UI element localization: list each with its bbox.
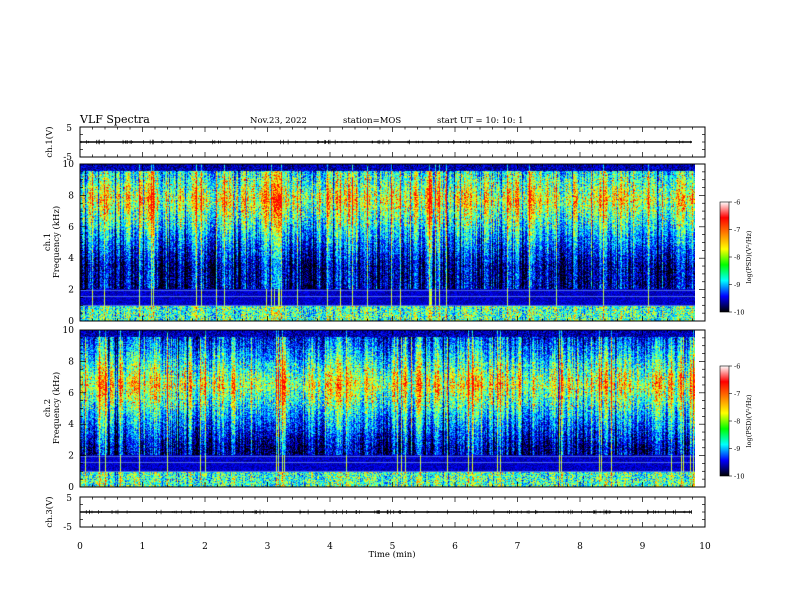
ch2-spectrogram-ylabel-freq: Frequency (kHz) — [51, 372, 62, 444]
colorbar-tick-label: -10 — [734, 309, 744, 317]
ch2-spectrogram-ylabel-channel: ch.2 — [43, 399, 53, 417]
x-tick-label: 2 — [202, 542, 208, 552]
ch1-spectrogram-ylabel-freq: Frequency (kHz) — [51, 206, 62, 278]
colorbar-tick-label: -6 — [734, 199, 740, 207]
ch1-spectrogram-ylabel-channel: ch.1 — [43, 233, 53, 251]
ch2-spectrogram-heatmap — [80, 330, 695, 487]
y-tick-label: 6 — [68, 389, 74, 399]
colorbar-gradient — [719, 201, 730, 313]
x-tick-label: 4 — [327, 542, 333, 552]
ch1-waveform-panel: 5 -5 ch.1(V) — [44, 124, 706, 163]
y-tick-label: 2 — [68, 452, 74, 462]
x-tick-label: 6 — [452, 542, 458, 552]
ch3-ytick-top: 5 — [66, 494, 72, 504]
x-axis-label: Time (min) — [368, 549, 415, 560]
colorbar-label: log(PSD)(V²/Hz) — [745, 394, 753, 447]
ch3-waveform-ylabel: ch.3(V) — [44, 496, 55, 527]
y-tick-label: 4 — [68, 254, 74, 264]
y-tick-label: 8 — [68, 191, 74, 201]
y-tick-label: 8 — [68, 357, 74, 367]
y-tick-label: 6 — [68, 223, 74, 233]
colorbar-tick-label: -9 — [734, 445, 740, 453]
colorbar-tick-label: -7 — [734, 390, 740, 398]
x-tick-label: 9 — [640, 542, 646, 552]
colorbar-tick-label: -6 — [734, 363, 740, 371]
y-tick-label: 0 — [68, 483, 74, 493]
ch3-waveform-noise — [85, 509, 692, 515]
colorbar-tick-label: -7 — [734, 226, 740, 234]
ch1-waveform-ylabel: ch.1(V) — [44, 126, 55, 157]
x-tick-label: 8 — [577, 542, 583, 552]
axis-ticks — [79, 126, 706, 528]
x-tick-label: 5 — [390, 542, 396, 552]
colorbar-tick-label: -10 — [734, 473, 744, 481]
y-tick-label: 4 — [68, 420, 74, 430]
x-tick-label: 7 — [515, 542, 521, 552]
y-tick-label: 10 — [63, 160, 75, 170]
start-time-label: start UT = 10: 10: 1 — [437, 116, 524, 126]
colorbar-tick-label: -8 — [734, 254, 740, 262]
figure-title: VLF Spectra — [79, 113, 150, 126]
x-tick-label: 10 — [699, 542, 711, 552]
colorbar-tick-label: -9 — [734, 281, 740, 289]
colorbar-gradient — [719, 365, 730, 477]
date-label: Nov.23, 2022 — [250, 116, 307, 126]
x-tick-label: 1 — [140, 542, 146, 552]
ch2-colorbar: -6 -7 -8 -9 -10 log(PSD)(V²/Hz) — [719, 363, 753, 481]
ch1-spectrogram-heatmap — [80, 164, 695, 321]
ch1-ytick-top: 5 — [66, 124, 72, 134]
x-tick-label: 3 — [265, 542, 271, 552]
y-tick-label: 10 — [63, 326, 75, 336]
ch1-waveform-noise — [80, 139, 691, 145]
ch1-ytick-bottom: -5 — [63, 153, 72, 163]
ch1-spectrogram-panel: ch.1 Frequency (kHz) — [43, 163, 706, 322]
colorbar-label: log(PSD)(V²/Hz) — [745, 230, 753, 283]
y-tick-label: 0 — [68, 317, 74, 327]
ch1-colorbar: -6 -7 -8 -9 -10 log(PSD)(V²/Hz) — [719, 199, 753, 317]
y-tick-label: 2 — [68, 286, 74, 296]
x-tick-label: 0 — [77, 542, 83, 552]
ch3-ytick-bottom: -5 — [63, 523, 72, 533]
station-label: station=MOS — [343, 116, 401, 126]
colorbar-tick-label: -8 — [734, 418, 740, 426]
ch2-spectrogram-panel: ch.2 Frequency (kHz) — [43, 329, 706, 488]
